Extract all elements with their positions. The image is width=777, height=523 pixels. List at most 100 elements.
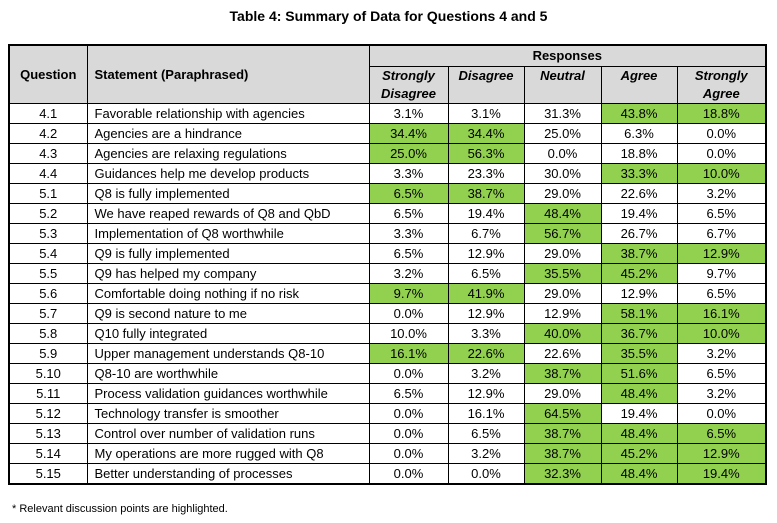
cell-strongly-disagree: 34.4% [368,123,449,144]
header-line: Disagree [381,86,436,101]
table-row: 4.4 Guidances help me develop products 3.3… [8,163,767,184]
table-row: 5.4 Q9 is fully implemented 6.5% 12.9% 29.0%… [8,243,767,264]
cell-strongly-disagree: 0.0% [368,463,449,485]
table-row: 5.2 We have reaped rewards of Q8 and QbD 6… [8,203,767,224]
cell-strongly-disagree: 0.0% [368,443,449,464]
cell-strongly-disagree: 6.5% [368,243,449,264]
question-number: 5.5 [8,263,88,284]
statement: Technology transfer is smoother [86,403,370,424]
cell-strongly-agree: 6.5% [676,423,767,444]
statement: Upper management understands Q8-10 [86,343,370,364]
cell-agree: 45.2% [600,443,678,464]
cell-agree: 33.3% [600,163,678,184]
cell-neutral: 40.0% [523,323,602,344]
cell-agree: 36.7% [600,323,678,344]
cell-strongly-disagree: 6.5% [368,183,449,204]
question-number: 5.3 [8,223,88,244]
cell-neutral: 29.0% [523,183,602,204]
statement: Control over number of validation runs [86,423,370,444]
cell-agree: 19.4% [600,203,678,224]
cell-agree: 26.7% [600,223,678,244]
cell-disagree: 6.5% [447,423,525,444]
cell-disagree: 38.7% [447,183,525,204]
cell-strongly-disagree: 16.1% [368,343,449,364]
cell-strongly-agree: 0.0% [676,403,767,424]
question-number: 4.2 [8,123,88,144]
cell-neutral: 38.7% [523,443,602,464]
cell-strongly-agree: 3.2% [676,383,767,404]
cell-strongly-disagree: 6.5% [368,203,449,224]
cell-strongly-disagree: 3.1% [368,103,449,124]
cell-disagree: 23.3% [447,163,525,184]
summary-table: Question Statement (Paraphrased) Respons… [8,44,768,485]
statement: Q9 has helped my company [86,263,370,284]
cell-disagree: 12.9% [447,303,525,324]
cell-agree: 48.4% [600,423,678,444]
header-strongly-agree: Strongly Agree [676,66,767,104]
cell-disagree: 12.9% [447,243,525,264]
cell-strongly-agree: 10.0% [676,323,767,344]
cell-neutral: 56.7% [523,223,602,244]
cell-neutral: 35.5% [523,263,602,284]
cell-strongly-agree: 12.9% [676,243,767,264]
cell-neutral: 29.0% [523,243,602,264]
header-statement: Statement (Paraphrased) [86,44,370,104]
cell-neutral: 25.0% [523,123,602,144]
cell-disagree: 56.3% [447,143,525,164]
cell-neutral: 38.7% [523,363,602,384]
cell-neutral: 64.5% [523,403,602,424]
cell-strongly-disagree: 10.0% [368,323,449,344]
table-row: 5.15 Better understanding of processes 0.0… [8,463,767,485]
statement: Q9 is second nature to me [86,303,370,324]
header-line: Neutral [540,68,585,83]
cell-agree: 45.2% [600,263,678,284]
question-number: 5.6 [8,283,88,304]
cell-agree: 12.9% [600,283,678,304]
header-responses: Responses [368,44,767,67]
cell-strongly-agree: 6.7% [676,223,767,244]
cell-neutral: 0.0% [523,143,602,164]
cell-disagree: 19.4% [447,203,525,224]
table-row: 5.8 Q10 fully integrated 10.0% 3.3% 40.0% 36.… [8,323,767,344]
cell-strongly-agree: 6.5% [676,363,767,384]
question-number: 5.7 [8,303,88,324]
cell-disagree: 16.1% [447,403,525,424]
table-row: 5.3 Implementation of Q8 worthwhile 3.3% 6.… [8,223,767,244]
cell-strongly-disagree: 3.3% [368,163,449,184]
cell-strongly-agree: 0.0% [676,143,767,164]
statement: Implementation of Q8 worthwhile [86,223,370,244]
statement: Q9 is fully implemented [86,243,370,264]
cell-strongly-agree: 12.9% [676,443,767,464]
statement: Process validation guidances worthwhile [86,383,370,404]
cell-agree: 43.8% [600,103,678,124]
statement: Q8 is fully implemented [86,183,370,204]
cell-disagree: 3.2% [447,363,525,384]
header-line [525,85,601,103]
cell-neutral: 29.0% [523,283,602,304]
statement: Better understanding of processes [86,463,370,485]
cell-strongly-agree: 3.2% [676,343,767,364]
question-number: 5.1 [8,183,88,204]
cell-disagree: 3.3% [447,323,525,344]
statement: Q10 fully integrated [86,323,370,344]
header-agree: Agree [600,66,678,104]
cell-strongly-agree: 0.0% [676,123,767,144]
table-row: 5.11 Process validation guidances worthwh… [8,383,767,404]
table-row: 5.1 Q8 is fully implemented 6.5% 38.7% 29.0%… [8,183,767,204]
cell-agree: 48.4% [600,383,678,404]
cell-strongly-agree: 6.5% [676,203,767,224]
cell-strongly-disagree: 25.0% [368,143,449,164]
table-row: 5.5 Q9 has helped my company 3.2% 6.5% 35.5%… [8,263,767,284]
question-number: 5.12 [8,403,88,424]
header-line: Disagree [458,68,514,83]
cell-neutral: 32.3% [523,463,602,485]
cell-agree: 35.5% [600,343,678,364]
cell-agree: 6.3% [600,123,678,144]
cell-neutral: 22.6% [523,343,602,364]
cell-agree: 22.6% [600,183,678,204]
table-row: 5.9 Upper management understands Q8-10 16.… [8,343,767,364]
cell-disagree: 0.0% [447,463,525,485]
table-row: 5.7 Q9 is second nature to me 0.0% 12.9% 12.… [8,303,767,324]
question-number: 5.15 [8,463,88,485]
question-number: 5.10 [8,363,88,384]
